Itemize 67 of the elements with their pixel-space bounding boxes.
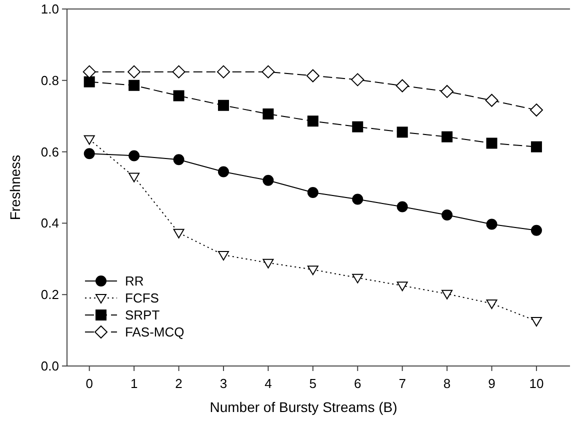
y-tick-label: 0.8: [40, 72, 59, 88]
point: [262, 174, 274, 186]
point: [530, 224, 542, 236]
point: [442, 290, 453, 300]
point: [173, 90, 184, 102]
point: [84, 148, 95, 160]
x-tick-label: 1: [130, 376, 138, 391]
legend-label: SRPT: [125, 308, 160, 322]
point: [352, 274, 364, 284]
point: [396, 126, 408, 138]
point: [262, 258, 274, 268]
legend-label: FAS-MCQ: [125, 324, 184, 340]
x-tick-label: 3: [220, 376, 228, 391]
legend-label: FCFS: [125, 290, 160, 306]
point: [173, 228, 184, 238]
x-tick-label: 5: [309, 376, 317, 391]
x-tick-label: 7: [398, 376, 406, 391]
y-tick-label: 0.6: [40, 144, 59, 160]
point: [486, 138, 498, 149]
point: [440, 84, 454, 98]
x-tick-label: 4: [264, 376, 272, 391]
y-tick-label: 0.4: [40, 216, 59, 231]
point: [307, 266, 318, 276]
point: [262, 108, 274, 120]
point: [530, 104, 543, 117]
point: [82, 65, 96, 78]
x-axis-title: Number of Bursty Streams (B): [210, 399, 398, 415]
x-tick-label: 0: [86, 376, 93, 391]
point: [307, 116, 318, 127]
point: [84, 135, 95, 145]
y-tick-label: 1.0: [40, 2, 59, 16]
point: [262, 65, 275, 78]
point: [218, 100, 229, 111]
point: [84, 76, 95, 88]
point: [172, 65, 186, 78]
point: [128, 80, 140, 91]
x-tick-label: 9: [488, 376, 496, 391]
point: [352, 121, 364, 132]
x-tick-label: 2: [175, 376, 182, 391]
point: [442, 131, 453, 142]
point: [530, 141, 542, 152]
legend-label: RR: [125, 274, 144, 288]
y-axis-title: Freshness: [7, 154, 23, 220]
x-tick-label: 10: [529, 376, 544, 391]
point: [216, 65, 230, 78]
point: [396, 201, 408, 212]
point: [485, 94, 498, 107]
point: [173, 154, 184, 166]
y-tick-label: 0.2: [40, 287, 59, 302]
point: [396, 282, 408, 292]
y-tick-label: 0.0: [40, 358, 59, 374]
point: [396, 79, 409, 92]
point: [128, 172, 140, 182]
x-tick-label: 6: [354, 376, 362, 391]
point: [352, 194, 364, 205]
point: [530, 317, 542, 327]
point: [128, 150, 140, 162]
point: [486, 218, 498, 230]
point: [128, 65, 141, 78]
point: [486, 300, 498, 310]
point: [442, 209, 453, 220]
x-tick-label: 8: [443, 376, 451, 391]
point: [351, 73, 364, 86]
point: [218, 166, 229, 178]
point: [307, 187, 318, 198]
point: [218, 250, 229, 260]
point: [306, 69, 320, 82]
